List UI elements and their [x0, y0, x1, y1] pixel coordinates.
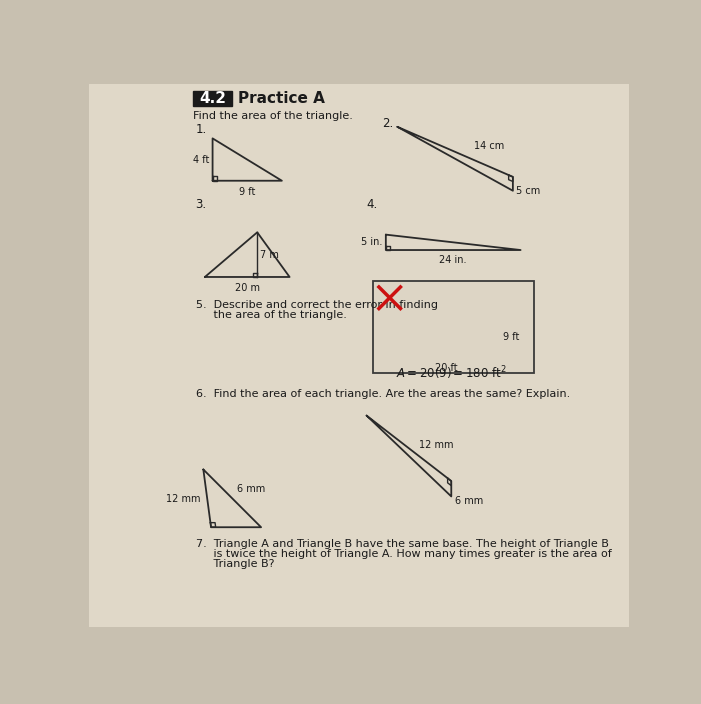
- Text: 5.  Describe and correct the error in finding: 5. Describe and correct the error in fin…: [196, 300, 437, 310]
- Text: 24 in.: 24 in.: [440, 256, 467, 265]
- Bar: [193, 91, 232, 106]
- Text: 20 ft: 20 ft: [435, 363, 457, 373]
- Text: 12 mm: 12 mm: [419, 440, 454, 450]
- Text: the area of the triangle.: the area of the triangle.: [196, 310, 346, 320]
- Text: $A = 20(9) = 180\ \mathrm{ft}^2$: $A = 20(9) = 180\ \mathrm{ft}^2$: [396, 364, 507, 382]
- Text: 14 cm: 14 cm: [475, 141, 505, 151]
- Text: 4.: 4.: [367, 199, 378, 211]
- Text: is twice the height of Triangle A. How many times greater is the area of: is twice the height of Triangle A. How m…: [196, 549, 611, 559]
- Text: 5 cm: 5 cm: [516, 186, 540, 196]
- Text: 7.  Triangle A and Triangle B have the same base. The height of Triangle B: 7. Triangle A and Triangle B have the sa…: [196, 539, 608, 549]
- Text: 6.  Find the area of each triangle. Are the areas the same? Explain.: 6. Find the area of each triangle. Are t…: [196, 389, 570, 398]
- Text: Find the area of the triangle.: Find the area of the triangle.: [193, 111, 353, 121]
- Text: 12 mm: 12 mm: [165, 494, 200, 504]
- Text: 3.: 3.: [196, 199, 207, 211]
- Text: 4 ft: 4 ft: [193, 155, 210, 165]
- Text: 6 mm: 6 mm: [455, 496, 484, 506]
- Text: Triangle B?: Triangle B?: [196, 559, 274, 569]
- Text: 5 in.: 5 in.: [360, 237, 382, 247]
- Bar: [373, 281, 534, 373]
- Text: 7 m: 7 m: [260, 250, 279, 260]
- Text: 20 m: 20 m: [235, 283, 260, 293]
- Text: 1.: 1.: [196, 123, 207, 136]
- Text: Practice A: Practice A: [238, 91, 325, 106]
- Text: 6 mm: 6 mm: [237, 484, 266, 494]
- Text: 2.: 2.: [382, 117, 393, 130]
- Text: 4.2: 4.2: [199, 91, 226, 106]
- Text: 9 ft: 9 ft: [239, 187, 255, 197]
- Text: 9 ft: 9 ft: [503, 332, 519, 341]
